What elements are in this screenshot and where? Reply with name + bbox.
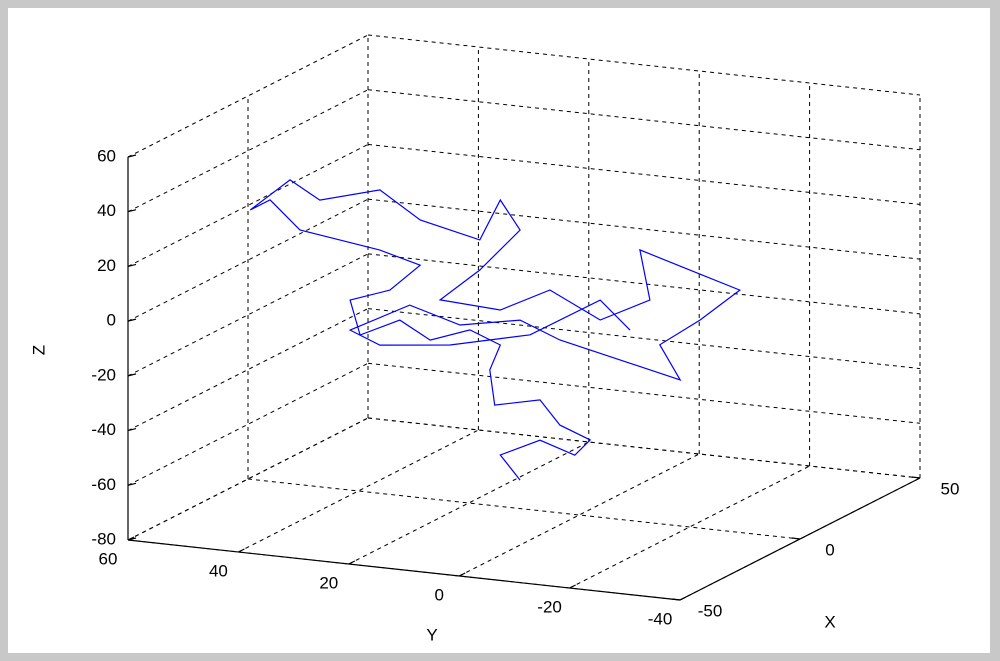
grid-line <box>127 89 369 213</box>
tick-mark <box>348 560 356 565</box>
x-tick-label: 50 <box>941 479 960 498</box>
grid-line <box>458 453 700 577</box>
z-tick-label: 0 <box>107 311 116 330</box>
y-tick-label: 0 <box>434 585 443 604</box>
z-tick-label: 20 <box>97 256 116 275</box>
grid-line <box>127 198 369 322</box>
tick-mark <box>238 548 245 553</box>
grid-line <box>127 417 369 541</box>
tick-mark <box>127 482 137 486</box>
grid-line <box>127 34 369 158</box>
tick-mark <box>671 598 681 601</box>
z-tick-label: 60 <box>97 146 116 165</box>
z-axis-label: Z <box>29 345 48 355</box>
tick-mark <box>127 373 137 377</box>
y-axis-line <box>127 539 681 601</box>
tick-mark <box>569 584 576 589</box>
y-axis-label: Y <box>426 625 437 644</box>
grid-line <box>569 465 810 589</box>
tick-mark <box>791 537 801 540</box>
x-tick-label: -50 <box>698 601 723 620</box>
grid-line <box>238 429 479 553</box>
y-tick-label: 60 <box>99 549 118 568</box>
tick-mark <box>127 427 137 432</box>
y-tick-label: -20 <box>537 597 562 616</box>
x-axis-label: X <box>824 612 835 631</box>
z-tick-label: -60 <box>91 475 116 494</box>
grid-line <box>127 143 369 267</box>
tick-mark <box>127 536 135 541</box>
grid-line <box>127 253 369 377</box>
z-tick-label: -80 <box>91 529 116 548</box>
tick-mark <box>911 476 921 479</box>
tick-mark <box>127 154 137 158</box>
tick-mark <box>679 596 687 601</box>
z-tick-label: -20 <box>91 365 116 384</box>
grid-line <box>348 441 590 565</box>
tick-mark <box>127 209 137 213</box>
z-tick-label: -40 <box>91 420 116 439</box>
figure-panel <box>8 8 990 653</box>
grid-line <box>127 308 369 432</box>
z-tick-label: 40 <box>97 201 116 220</box>
tick-mark <box>458 572 466 577</box>
y-tick-label: 20 <box>319 573 338 592</box>
tick-mark <box>127 263 137 268</box>
y-tick-label: 40 <box>209 561 228 580</box>
tick-mark <box>127 318 137 322</box>
grid-line <box>127 362 369 486</box>
y-tick-label: -40 <box>648 609 673 628</box>
x-tick-label: 0 <box>825 540 834 559</box>
trajectory <box>249 179 742 481</box>
